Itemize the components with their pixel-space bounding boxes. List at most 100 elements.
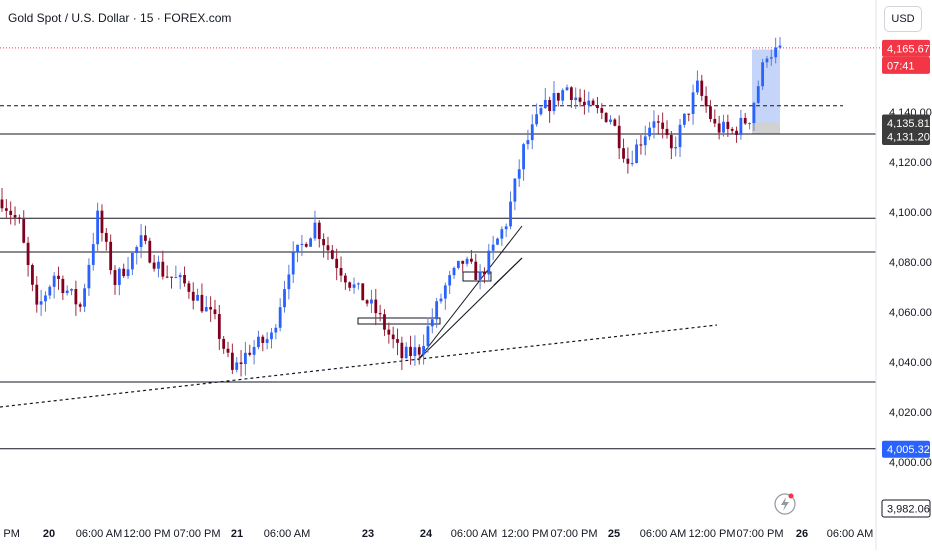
candle-body <box>717 123 721 133</box>
candle-body <box>404 346 408 359</box>
candle-body <box>569 87 573 100</box>
candle-body <box>4 208 8 211</box>
candle-body <box>609 119 612 122</box>
level-badge-2: 4,131.20 <box>887 132 930 144</box>
candle-body <box>465 258 469 264</box>
candle-body <box>9 210 13 215</box>
candle-body <box>665 128 669 136</box>
candle-body <box>478 271 482 280</box>
candle-body <box>678 124 682 148</box>
candle-body <box>113 270 117 285</box>
candle-body <box>565 87 569 91</box>
candle-body <box>65 290 69 294</box>
candle-body <box>57 275 60 279</box>
x-tick-label: 12:00 PM <box>123 528 170 540</box>
y-tick-label: 4,100.00 <box>889 207 932 219</box>
candle-body <box>613 119 617 126</box>
current-price-badge: 4,165.67 <box>887 43 930 55</box>
blue-level-badge-bg <box>882 440 930 458</box>
y-tick-label: 4,000.00 <box>889 457 932 469</box>
x-tick-label: 07:00 PM <box>173 528 220 540</box>
consolidation-box[interactable] <box>357 317 441 325</box>
candle-body <box>743 117 747 124</box>
candle-body <box>600 108 604 113</box>
blue-level-badge: 4,005.32 <box>887 444 930 456</box>
candle-body <box>361 283 365 301</box>
candle-body <box>252 347 256 355</box>
candle-body <box>300 243 304 245</box>
y-tick-label: 4,040.00 <box>889 357 932 369</box>
candle-body <box>622 148 625 159</box>
candle-body <box>509 201 512 227</box>
candle-body <box>435 301 439 320</box>
candle-body <box>374 299 378 314</box>
candle-body <box>443 285 447 299</box>
candle-body <box>287 274 291 290</box>
candle-body <box>291 252 295 275</box>
candle-body <box>265 339 269 343</box>
candle-body <box>126 269 130 277</box>
x-tick-label: 06:00 AM <box>264 528 310 540</box>
level-badge-2-bg <box>882 128 930 145</box>
candle-body <box>578 97 582 102</box>
candle-body <box>604 112 608 122</box>
dashed-trendline[interactable] <box>0 324 718 408</box>
candle-body <box>491 244 495 251</box>
candle-body <box>91 244 95 265</box>
candle-body <box>652 121 656 128</box>
candle-body <box>530 124 534 141</box>
candle-body <box>591 100 595 106</box>
candle-body <box>278 307 282 328</box>
bottom-price-badge-bg <box>881 499 931 518</box>
candle-body <box>326 245 330 251</box>
y-tick-label: 4,120.00 <box>889 157 932 169</box>
candle-body <box>96 210 100 245</box>
candle-body <box>161 261 165 277</box>
candle-body <box>522 144 525 170</box>
current-price-badge-bg <box>882 39 930 57</box>
candle-body <box>209 307 213 310</box>
candle-body <box>626 158 630 164</box>
candle-body <box>391 334 395 340</box>
x-tick-label: 12:00 PM <box>501 528 548 540</box>
candle-body <box>357 283 360 285</box>
channel-upper-line[interactable] <box>417 225 523 361</box>
candle-body <box>765 58 769 63</box>
candle-body <box>496 238 499 245</box>
position-stop-box[interactable] <box>752 122 780 135</box>
candle-body <box>200 294 204 312</box>
candle-body <box>13 214 17 218</box>
candle-body <box>117 268 121 285</box>
candle-body <box>635 144 638 164</box>
candle-body <box>230 352 234 370</box>
candle-body <box>769 57 773 59</box>
countdown-badge: 07:41 <box>887 60 915 72</box>
candle-body <box>187 283 191 292</box>
candle-body <box>165 276 169 278</box>
x-tick-label: 20 <box>43 528 55 540</box>
candle-body <box>35 284 39 305</box>
candle-body <box>461 260 465 264</box>
candle-body <box>152 262 156 269</box>
candle-body <box>726 121 730 129</box>
currency-button[interactable]: USD <box>884 6 922 32</box>
candle-body <box>430 319 434 327</box>
lightning-icon[interactable] <box>774 493 796 515</box>
x-tick-label: 21 <box>231 528 243 540</box>
channel-mid-line[interactable] <box>493 257 523 286</box>
candle-body <box>222 338 226 349</box>
candle-body <box>52 275 56 287</box>
candle-body <box>643 136 647 146</box>
candle-body <box>709 106 712 120</box>
candle-body <box>378 313 382 315</box>
candle-body <box>235 362 239 370</box>
candle-body <box>257 336 260 348</box>
level-badge-1: 4,135.81 <box>887 118 930 130</box>
candle-body <box>470 258 473 262</box>
candle-body <box>100 210 104 233</box>
candle-body <box>439 298 443 302</box>
candle-body <box>448 275 452 286</box>
